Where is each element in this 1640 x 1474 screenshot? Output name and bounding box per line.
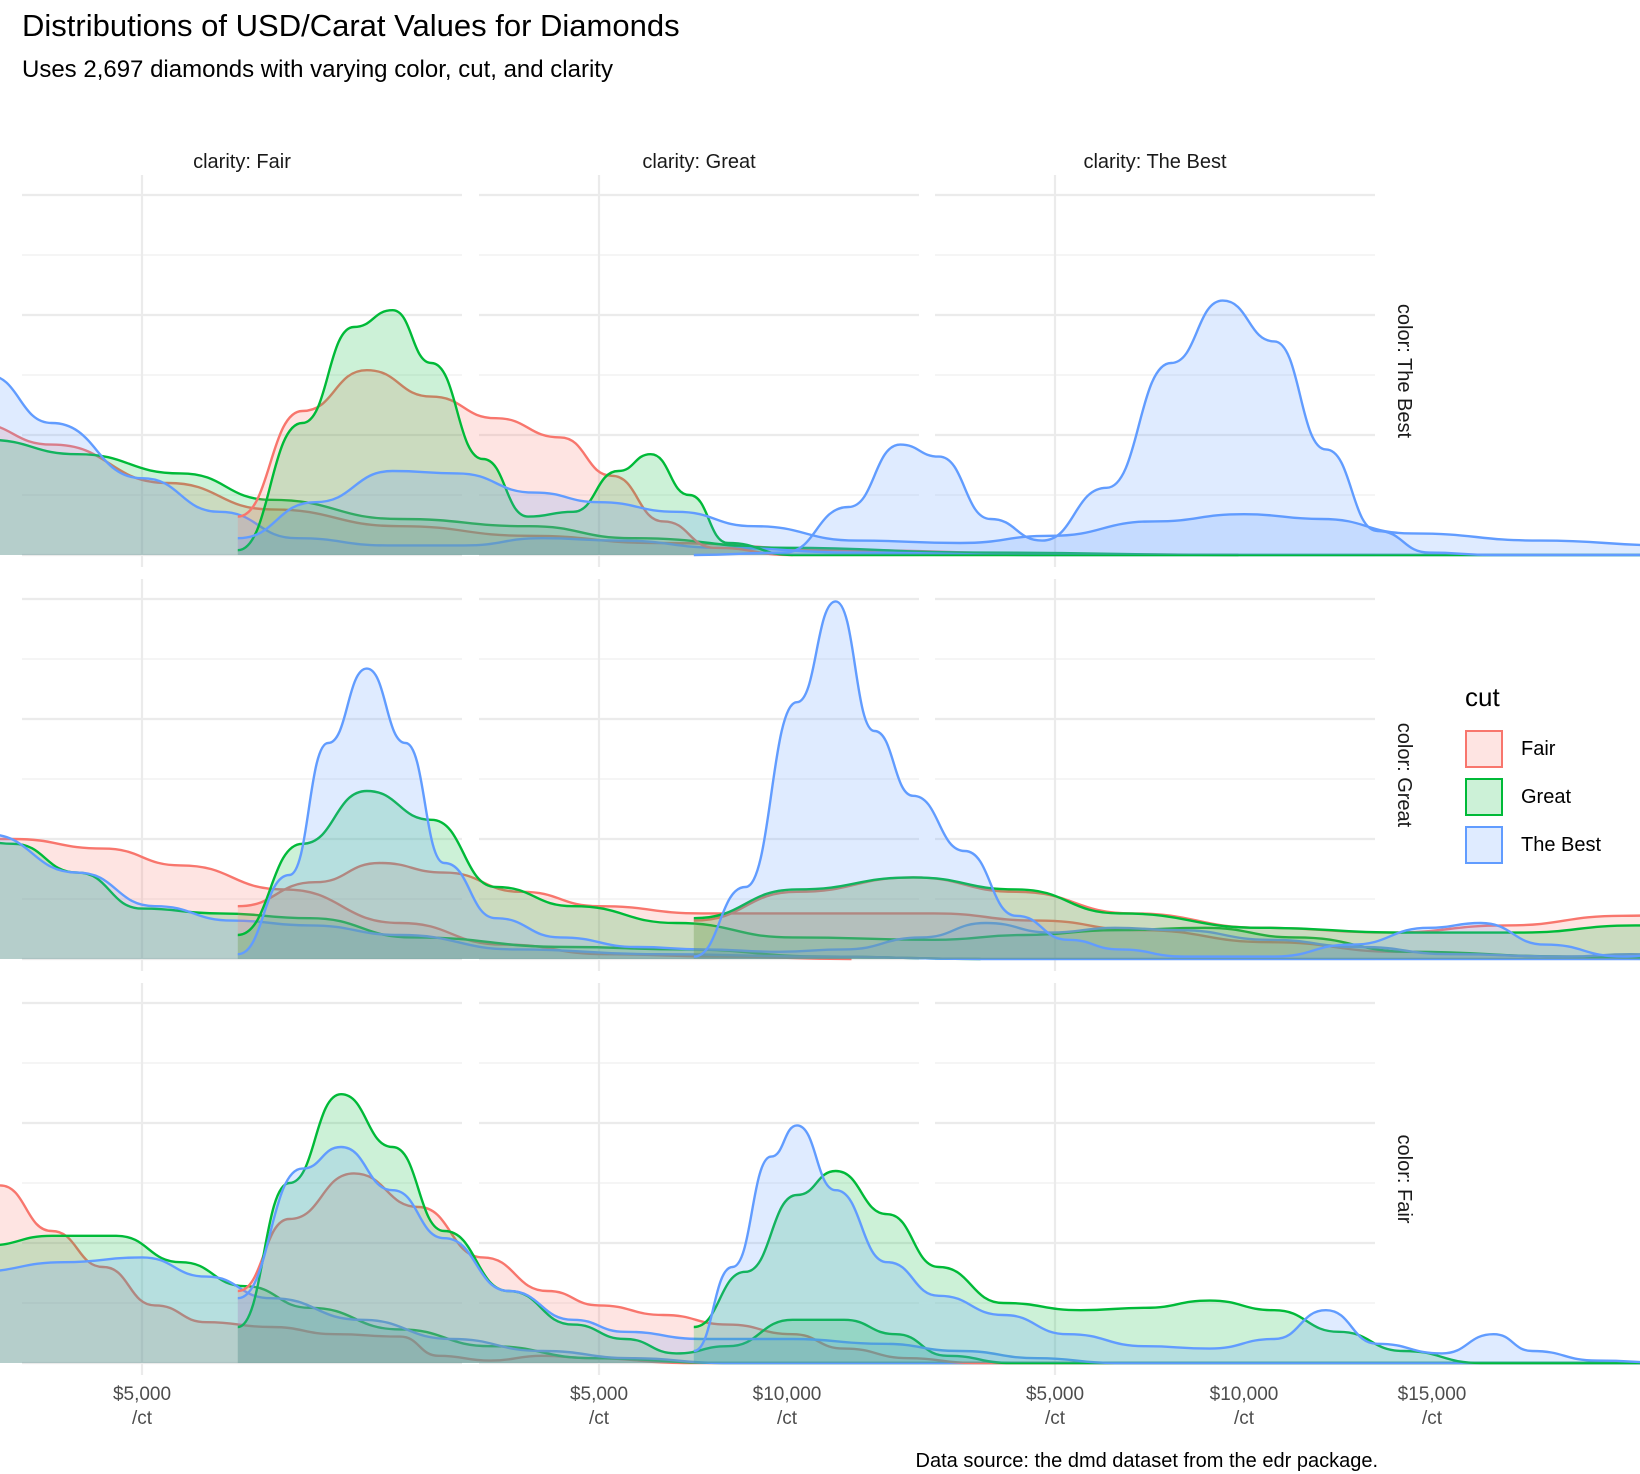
density-area-the-best (237, 1147, 1640, 1364)
density-area-great (237, 1094, 1640, 1364)
density-area-fair (0, 1185, 1640, 1364)
density-area-the-best (237, 471, 1640, 555)
x-tick-label: /ct (777, 1408, 798, 1429)
panel-grid (22, 983, 462, 1375)
density-area-great (693, 1171, 1640, 1363)
density-line-fair (237, 368, 793, 557)
facet-column-label: clarity: Great (642, 151, 756, 173)
density-area-the-best (693, 601, 1640, 959)
density-area-the-best (693, 300, 1640, 555)
density-area-the-best (0, 1257, 1640, 1363)
x-tick-label: /ct (589, 1408, 610, 1429)
density-line-the-best (693, 600, 1640, 958)
density-area-great (237, 310, 1640, 556)
legend-key-fair (1465, 730, 1503, 768)
density-area-the-best (693, 1125, 1640, 1363)
x-tick-label: $15,000 (1398, 1384, 1467, 1405)
density-area-the-best (0, 378, 1640, 556)
legend-item-the-best: The Best (1465, 821, 1601, 869)
facet-row-label: color: Fair (1393, 1135, 1415, 1224)
density-line-great (693, 1169, 1640, 1365)
legend-label-fair: Fair (1521, 737, 1556, 760)
legend-key-the-best (1465, 826, 1503, 864)
legend-label-the-best: The Best (1521, 833, 1602, 856)
density-area-fair (0, 427, 1239, 555)
density-line-great (693, 876, 1640, 934)
density-area-the-best (0, 835, 1640, 960)
facet-column-label: clarity: Fair (193, 151, 291, 173)
facet-row-label: color: Great (1393, 723, 1415, 828)
density-line-the-best (0, 834, 1640, 961)
density-area-fair (237, 1173, 1640, 1364)
x-tick-label: $5,000 (113, 1384, 171, 1405)
density-area-fair (237, 863, 1640, 959)
facet-row-label: color: The Best (1393, 304, 1415, 439)
x-tick-label: $5,000 (1026, 1384, 1084, 1405)
facet-column-label: clarity: The Best (1083, 151, 1226, 173)
x-tick-label: /ct (132, 1408, 153, 1429)
chart-title: Distributions of USD/Carat Values for Di… (22, 8, 680, 43)
chart-caption: Data source: the dmd dataset from the ed… (915, 1450, 1378, 1472)
density-area-great (0, 440, 1239, 555)
density-area-fair (237, 370, 793, 555)
legend-label-great: Great (1521, 785, 1572, 808)
density-area-fair (693, 877, 1640, 959)
legend-key-great (1465, 778, 1503, 816)
density-line-the-best (0, 1256, 1640, 1365)
density-area-fair (0, 839, 852, 959)
density-line-great (237, 308, 1640, 557)
legend: cut Fair Great The Best (1465, 682, 1601, 869)
density-line-great (237, 1092, 1640, 1365)
legend-item-fair: Fair (1465, 725, 1601, 773)
x-tick-label: $10,000 (753, 1384, 822, 1405)
chart-subtitle: Uses 2,697 diamonds with varying color, … (22, 56, 613, 83)
legend-title: cut (1465, 682, 1500, 712)
x-tick-label: /ct (1234, 1408, 1255, 1429)
legend-item-great: Great (1465, 773, 1601, 821)
x-tick-label: $10,000 (1210, 1384, 1279, 1405)
density-line-great (237, 789, 1640, 959)
panel-grid (479, 579, 919, 971)
density-area-great (0, 842, 981, 959)
density-line-the-best (693, 1124, 1640, 1364)
density-line-the-best (693, 299, 1640, 557)
density-line-great (0, 439, 1239, 557)
panel-grid (22, 175, 462, 567)
density-area-great (237, 791, 1640, 959)
x-tick-label: /ct (1422, 1408, 1443, 1429)
x-tick-label: $5,000 (570, 1384, 628, 1405)
x-tick-label: /ct (1045, 1408, 1066, 1429)
density-area-the-best (237, 668, 1640, 959)
density-line-the-best (237, 1145, 1640, 1365)
density-area-great (693, 877, 1640, 959)
